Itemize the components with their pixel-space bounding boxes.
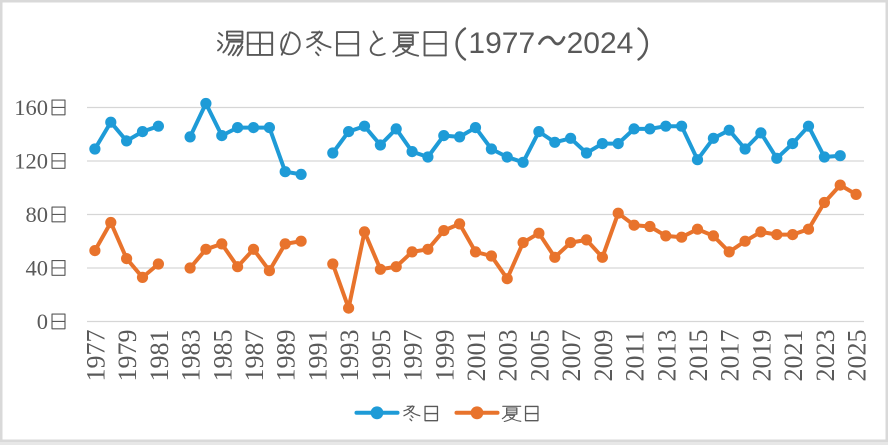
svg-text:1991: 1991 — [303, 330, 332, 382]
svg-text:2003: 2003 — [494, 330, 523, 382]
svg-text:1981: 1981 — [145, 330, 174, 382]
svg-text:2011: 2011 — [621, 330, 650, 381]
svg-text:1987: 1987 — [240, 330, 269, 382]
svg-text:1999: 1999 — [430, 330, 459, 382]
svg-text:2025: 2025 — [843, 330, 872, 382]
svg-text:1997: 1997 — [399, 330, 428, 382]
svg-text:2019: 2019 — [747, 330, 776, 382]
svg-text:1977: 1977 — [81, 330, 110, 382]
svg-text:2001: 2001 — [462, 330, 491, 382]
svg-text:2023: 2023 — [811, 330, 840, 382]
svg-text:1977: 1977 — [468, 27, 535, 60]
svg-text:1983: 1983 — [177, 330, 206, 382]
svg-text:2015: 2015 — [684, 330, 713, 382]
svg-text:2017: 2017 — [716, 330, 745, 382]
svg-text:120: 120 — [14, 148, 48, 173]
svg-text:2013: 2013 — [652, 330, 681, 382]
svg-text:160: 160 — [14, 95, 48, 120]
svg-text:1979: 1979 — [113, 330, 142, 382]
svg-text:2024: 2024 — [567, 27, 634, 60]
svg-text:0: 0 — [37, 309, 48, 334]
svg-text:1985: 1985 — [208, 330, 237, 382]
svg-text:80: 80 — [26, 202, 49, 227]
svg-text:1989: 1989 — [272, 330, 301, 382]
svg-text:2005: 2005 — [525, 330, 554, 382]
svg-text:1993: 1993 — [335, 330, 364, 382]
svg-text:1995: 1995 — [367, 330, 396, 382]
svg-text:40: 40 — [26, 255, 49, 280]
svg-text:2007: 2007 — [557, 330, 586, 382]
svg-text:2009: 2009 — [589, 330, 618, 382]
svg-text:2021: 2021 — [779, 330, 808, 382]
